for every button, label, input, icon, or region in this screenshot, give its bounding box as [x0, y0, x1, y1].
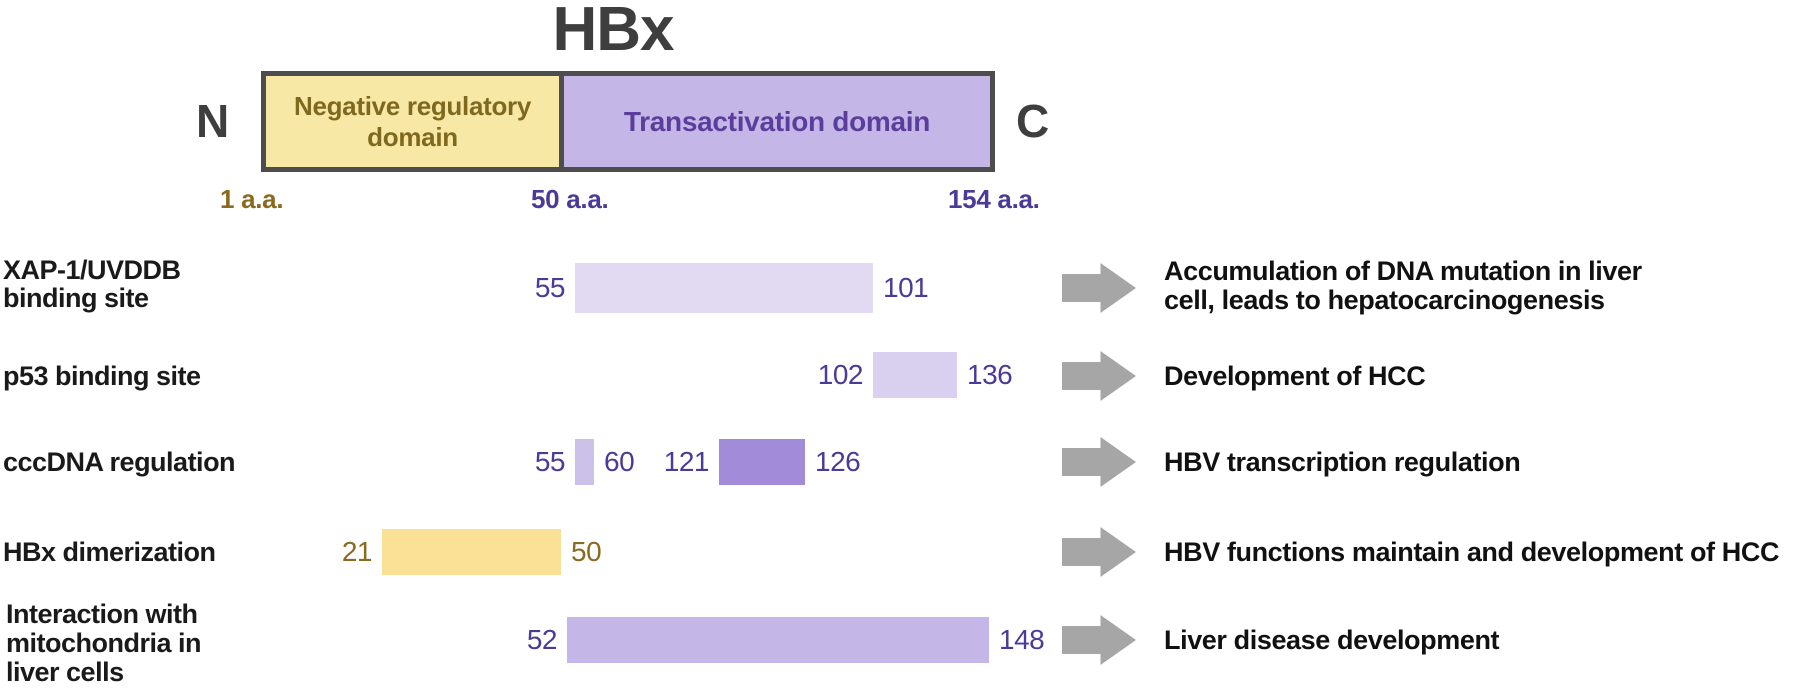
row-description-xap1: Accumulation of DNA mutation in liver ce… — [1164, 257, 1642, 315]
segment-start-label: 55 — [534, 446, 566, 477]
binding-site-bar-cccdna-2: 121 126 — [664, 439, 861, 485]
negative-regulatory-domain: Negative regulatory domain — [266, 76, 564, 167]
scale-label-1aa: 1 a.a. — [220, 184, 284, 214]
segment-start-label: 102 — [817, 359, 864, 390]
segment-end-label: 101 — [883, 272, 929, 303]
row-description-p53: Development of HCC — [1164, 361, 1426, 391]
description-line: Accumulation of DNA mutation in liver — [1164, 256, 1642, 286]
arrow-right-icon — [1062, 351, 1136, 401]
description-line: HBV functions maintain and development o… — [1164, 537, 1780, 567]
arrow-right-icon — [1062, 615, 1136, 665]
n-terminus-label: N — [196, 95, 230, 147]
scale-label-50aa: 50 a.a. — [531, 184, 609, 214]
segment-end-label: 126 — [815, 446, 861, 477]
row-description-dimerization: HBV functions maintain and development o… — [1164, 538, 1779, 567]
row-label-line: mitochondria in — [6, 628, 202, 658]
arrow-right-icon — [1062, 263, 1136, 313]
arrow-right-icon — [1062, 437, 1136, 487]
row-label-line: liver cells — [6, 657, 124, 687]
row-label-line: cccDNA regulation — [3, 447, 236, 477]
binding-site-bar-mitochondria: 52 148 — [527, 617, 1045, 663]
row-label-mitochondria: Interaction with mitochondria in liver c… — [6, 599, 202, 687]
segment-end-label: 50 — [571, 536, 602, 567]
row-label-p53: p53 binding site — [3, 362, 201, 390]
description-line: Liver disease development — [1164, 625, 1500, 655]
scale-label-154aa: 154 a.a. — [948, 184, 1040, 214]
row-label-line: HBx dimerization — [3, 537, 216, 567]
arrow-right-icon — [1062, 527, 1136, 577]
row-label-line: Interaction with — [6, 599, 198, 629]
segment-start-label: 21 — [341, 536, 373, 567]
binding-site-bar-cccdna-1: 55 60 — [535, 439, 635, 485]
row-label-line: XAP-1/UVDDB — [3, 255, 181, 285]
negative-regulatory-domain-label: Negative regulatory domain — [293, 90, 532, 152]
transactivation-domain-label: Transactivation domain — [623, 105, 931, 137]
protein-domain-bar: Negative regulatory domain Transactivati… — [261, 71, 995, 172]
c-terminus-label: C — [1016, 95, 1050, 147]
row-description-cccdna: HBV transcription regulation — [1164, 447, 1521, 477]
segment-start-label: 121 — [663, 446, 710, 477]
segment-start-label: 52 — [526, 624, 558, 655]
row-label-line: p53 binding site — [3, 361, 201, 391]
segment-end-label: 136 — [967, 359, 1013, 390]
description-line: cell, leads to hepatocarcinogenesis — [1164, 285, 1605, 315]
transactivation-domain: Transactivation domain — [564, 76, 990, 167]
binding-site-bar-xap1: 55 101 — [535, 263, 929, 313]
row-label-cccdna: cccDNA regulation — [3, 447, 236, 477]
segment-end-label: 60 — [604, 446, 635, 477]
description-line: HBV transcription regulation — [1164, 447, 1521, 477]
binding-site-bar-p53: 102 136 — [818, 352, 1013, 398]
row-label-xap1-uvddb: XAP-1/UVDDB binding site — [3, 256, 181, 312]
binding-site-bar-dimerization: 21 50 — [342, 529, 602, 575]
figure-title: HBx — [552, 0, 674, 64]
row-description-mitochondria: Liver disease development — [1164, 625, 1500, 655]
description-line: Development of HCC — [1164, 361, 1426, 391]
row-label-line: binding site — [3, 283, 149, 313]
row-label-dimerization: HBx dimerization — [3, 538, 216, 566]
segment-end-label: 148 — [999, 624, 1045, 655]
segment-start-label: 55 — [534, 272, 566, 303]
